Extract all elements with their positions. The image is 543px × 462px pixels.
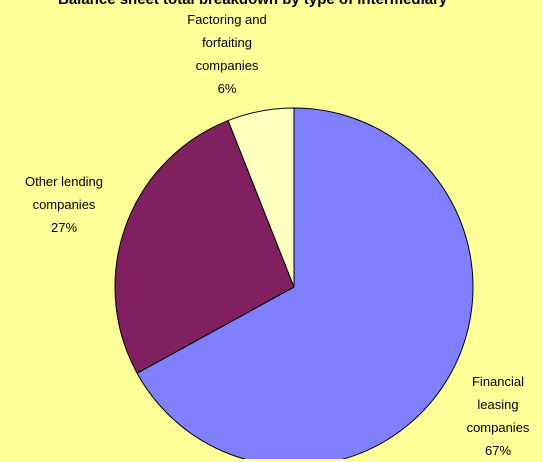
pie-slice — [114, 119, 295, 374]
value-label: 67% — [484, 443, 512, 458]
pie-slice — [227, 107, 295, 288]
category-label: Other lending companies — [24, 174, 104, 212]
category-label: Factoring and forfaiting companies — [187, 12, 267, 73]
chart-title: Balance sheet total breakdown by type of… — [58, 0, 447, 8]
slice-label: Financial leasing companies 67% — [458, 370, 538, 462]
value-label: 27% — [50, 220, 78, 235]
slice-label: Factoring and forfaiting companies 6% — [177, 8, 277, 100]
slice-label: Other lending companies 27% — [9, 170, 119, 239]
pie-slice — [136, 107, 474, 459]
category-label: Financial leasing companies — [466, 374, 530, 435]
value-label: 6% — [217, 81, 237, 96]
